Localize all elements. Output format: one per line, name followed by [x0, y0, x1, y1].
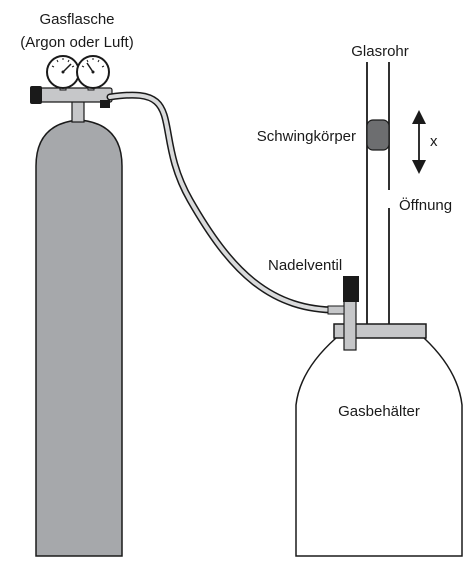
valve-hose-nozzle — [327, 305, 345, 315]
glass-tube — [366, 62, 390, 326]
gas-hose — [106, 91, 346, 314]
displacement-arrow-icon — [412, 110, 426, 174]
oscillator-label: Schwingkörper — [257, 128, 356, 145]
valve-knob — [343, 276, 359, 302]
oscillator-body — [366, 119, 390, 151]
pressure-gauge-left-icon — [46, 55, 80, 89]
displacement-label: x — [430, 133, 438, 150]
container-stopper — [333, 323, 427, 339]
pressure-gauge-right-icon — [76, 55, 110, 89]
regulator-knob — [30, 86, 42, 104]
valve-body — [343, 299, 357, 351]
cylinder-body — [35, 119, 123, 557]
glass-tube-label: Glasrohr — [351, 43, 409, 60]
needle-valve — [327, 276, 359, 351]
pressure-regulator — [30, 55, 113, 123]
cylinder-label-line1: Gasflasche — [39, 11, 114, 28]
needle-valve-label: Nadelventil — [268, 257, 342, 274]
gas-container — [295, 325, 463, 557]
regulator-outlet — [100, 100, 110, 108]
container-body — [295, 325, 463, 557]
regulator-body — [39, 87, 113, 103]
gas-cylinder — [35, 119, 123, 557]
opening-label: Öffnung — [399, 196, 452, 214]
cylinder-label-line2: (Argon oder Luft) — [20, 34, 133, 51]
container-label: Gasbehälter — [338, 403, 420, 420]
